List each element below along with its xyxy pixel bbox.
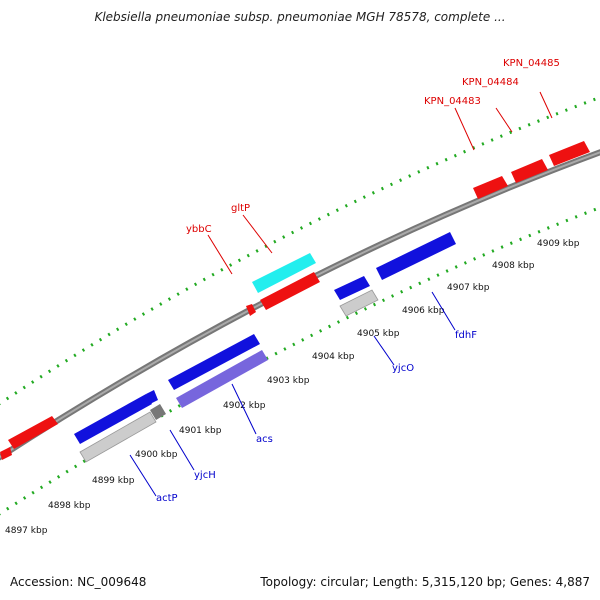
gene-label-KPN_04483: KPN_04483 — [424, 96, 481, 107]
tick-label-4902: 4902 kbp — [223, 401, 266, 411]
tick-label-4909: 4909 kbp — [537, 239, 580, 249]
gene-forward-left[interactable] — [8, 416, 58, 449]
gene-acs-violet[interactable] — [176, 350, 268, 408]
gene-KPN_04485[interactable] — [549, 141, 590, 166]
gene-KPN_04483[interactable] — [473, 176, 508, 199]
topology-label: Topology: circular; Length: 5,315,120 bp… — [260, 575, 590, 589]
genome-backbone — [0, 149, 600, 461]
map-title: Klebsiella pneumoniae subsp. pneumoniae … — [94, 10, 506, 24]
forward-genes — [0, 141, 590, 460]
gene-cyan[interactable] — [252, 253, 316, 293]
accession-label: Accession: NC_009648 — [10, 575, 147, 589]
tick-label-4899: 4899 kbp — [92, 476, 135, 486]
gene-small-red[interactable] — [246, 304, 256, 316]
gene-gltP[interactable] — [260, 272, 320, 310]
reverse-tick-track — [0, 205, 600, 516]
gene-label-group: KPN_04485 KPN_04484 KPN_04483 gltP ybbC … — [129, 58, 560, 504]
gene-yjcH-dark[interactable] — [150, 404, 166, 420]
tick-label-4904: 4904 kbp — [312, 352, 355, 362]
gene-actP-small[interactable] — [146, 390, 158, 404]
gene-label-actP: actP — [156, 493, 178, 504]
gene-label-KPN_04484: KPN_04484 — [462, 77, 519, 88]
gene-label-gltP: gltP — [231, 203, 250, 214]
gene-yjcO-gray[interactable] — [339, 289, 379, 317]
tick-label-4900: 4900 kbp — [135, 450, 178, 460]
tick-label-4903: 4903 kbp — [267, 376, 310, 386]
gene-yjcO-blue[interactable] — [334, 276, 370, 300]
gene-label-ybbC: ybbC — [186, 224, 212, 235]
gene-fdhF[interactable] — [376, 232, 456, 280]
gene-yjcH-gray[interactable] — [79, 411, 157, 463]
tick-label-4907: 4907 kbp — [447, 283, 490, 293]
gene-label-fdhF: fdhF — [455, 330, 477, 341]
tick-label-4906: 4906 kbp — [402, 306, 445, 316]
gene-label-yjcH: yjcH — [194, 470, 216, 481]
gene-KPN_04484[interactable] — [511, 159, 548, 183]
gene-label-acs: acs — [256, 434, 273, 445]
gene-actP[interactable] — [74, 394, 152, 444]
tick-label-4905: 4905 kbp — [357, 329, 400, 339]
gene-label-yjcO: yjcO — [392, 363, 414, 374]
tick-label-4897: 4897 kbp — [5, 526, 48, 536]
gene-acs[interactable] — [168, 334, 260, 390]
forward-tick-track — [0, 95, 600, 406]
tick-label-4901: 4901 kbp — [179, 426, 222, 436]
tick-label-4898: 4898 kbp — [48, 501, 91, 511]
tick-label-4908: 4908 kbp — [492, 261, 535, 271]
reverse-genes — [74, 232, 456, 463]
gene-ybbC[interactable] — [0, 447, 12, 460]
tick-labels: 4897 kbp 4898 kbp 4899 kbp 4900 kbp 4901… — [5, 239, 580, 536]
gene-label-KPN_04485: KPN_04485 — [503, 58, 560, 69]
